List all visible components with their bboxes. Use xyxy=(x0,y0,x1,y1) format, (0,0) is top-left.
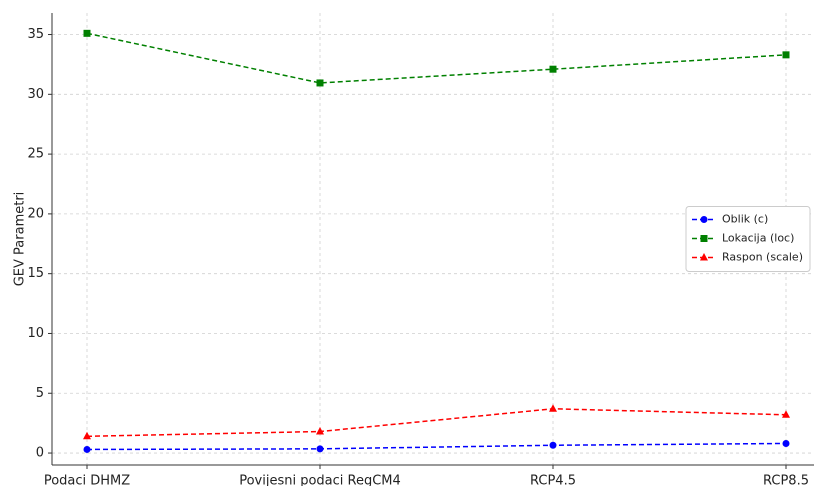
y-tick-label: 35 xyxy=(27,27,44,42)
y-axis-label: GEV Parametri xyxy=(13,192,28,287)
y-tick-label: 15 xyxy=(27,266,44,281)
y-tick-label: 25 xyxy=(27,147,44,162)
x-tick-label: Podaci DHMZ xyxy=(44,474,130,486)
marker xyxy=(700,235,708,242)
y-tick-label: 5 xyxy=(36,386,44,401)
marker xyxy=(782,410,790,418)
marker xyxy=(83,431,91,440)
legend: Oblik (c) Lokacija (loc) Raspon (scale) xyxy=(685,206,811,272)
marker xyxy=(549,441,557,449)
series-line xyxy=(86,442,787,451)
series-line xyxy=(86,408,787,438)
y-tick-label: 10 xyxy=(27,326,44,341)
marker xyxy=(316,427,324,435)
marker xyxy=(700,253,708,261)
x-tick-label: RCP4.5 xyxy=(530,474,576,486)
x-tick-label: Povijesni podaci RegCM4 xyxy=(239,474,401,486)
y-tick-label: 30 xyxy=(27,87,44,102)
marker xyxy=(316,79,324,87)
marker xyxy=(700,216,708,223)
marker xyxy=(83,29,91,37)
marker xyxy=(316,445,324,453)
marker xyxy=(83,445,91,453)
marker xyxy=(782,51,790,59)
y-tick-label: 20 xyxy=(27,206,44,221)
legend-label: Raspon (scale) xyxy=(722,251,803,264)
marker xyxy=(549,404,557,412)
marker xyxy=(782,439,790,447)
legend-label: Oblik (c) xyxy=(722,213,768,226)
legend-box xyxy=(685,206,811,272)
x-tick-label: RCP8.5 xyxy=(763,474,809,486)
series-line xyxy=(86,32,787,84)
marker xyxy=(549,65,557,73)
legend-label: Lokacija (loc) xyxy=(722,232,794,245)
y-tick-label: 0 xyxy=(36,446,44,461)
